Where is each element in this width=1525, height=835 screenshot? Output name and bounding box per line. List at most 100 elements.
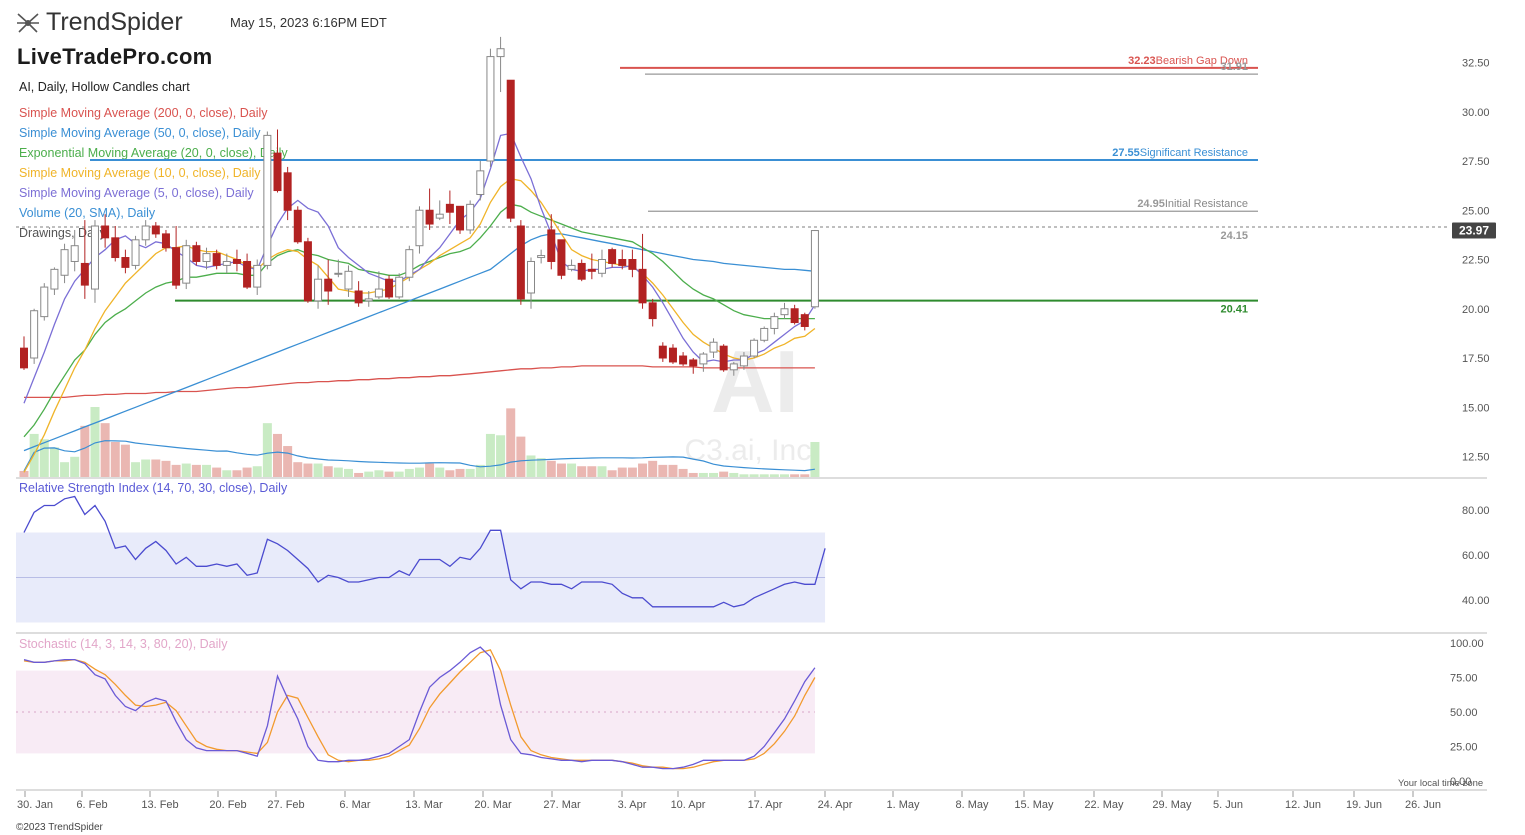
volume-bar bbox=[709, 472, 719, 477]
volume-bar bbox=[729, 472, 739, 477]
candle-body bbox=[516, 225, 525, 300]
volume-bar bbox=[506, 408, 516, 477]
volume-bar bbox=[769, 474, 779, 477]
candle-body bbox=[70, 245, 79, 262]
x-tick-label: 8. May bbox=[955, 799, 989, 811]
volume-bar bbox=[161, 460, 171, 477]
volume-bar bbox=[475, 464, 485, 477]
volume-bar bbox=[668, 464, 678, 477]
candle-body bbox=[222, 260, 231, 266]
volume-bar bbox=[100, 423, 110, 477]
candle-body bbox=[161, 233, 170, 249]
stochastic-y-tick-label: 50.00 bbox=[1450, 707, 1478, 719]
volume-bar bbox=[638, 463, 648, 477]
candle-body bbox=[202, 253, 211, 262]
volume-bar bbox=[343, 468, 353, 477]
volume-bar bbox=[242, 467, 252, 477]
volume-bar bbox=[516, 436, 526, 477]
volume-bar bbox=[171, 464, 181, 477]
volume-bar bbox=[536, 458, 546, 477]
candle-body bbox=[212, 253, 221, 266]
rsi-y-tick-label: 60.00 bbox=[1462, 550, 1490, 562]
level-label: 24.95Initial Resistance bbox=[1137, 198, 1248, 210]
volume-bar bbox=[273, 433, 282, 477]
legend-item: Volume (20, SMA), Daily bbox=[19, 206, 156, 220]
volume-bar bbox=[526, 455, 536, 477]
stochastic-y-tick-label: 75.00 bbox=[1450, 673, 1478, 685]
x-tick-label: 29. May bbox=[1152, 799, 1192, 811]
y-tick-label: 12.50 bbox=[1462, 452, 1490, 464]
candle-body bbox=[293, 209, 302, 243]
candle-body bbox=[131, 239, 140, 266]
volume-bar bbox=[80, 425, 90, 477]
candle-body bbox=[618, 259, 627, 266]
sma200-line bbox=[24, 365, 815, 399]
candle-body bbox=[527, 260, 535, 294]
volume-bar bbox=[445, 470, 455, 477]
volume-bar bbox=[354, 472, 364, 477]
candle-body bbox=[689, 359, 698, 367]
x-tick-label: 13. Mar bbox=[405, 799, 443, 811]
candle-body bbox=[760, 327, 769, 341]
volume-bar bbox=[739, 474, 749, 477]
volume-bar bbox=[749, 474, 759, 477]
volume-bar bbox=[698, 472, 708, 477]
x-tick-label: 13. Feb bbox=[141, 799, 178, 811]
volume-bar bbox=[60, 462, 70, 477]
candle-body bbox=[699, 353, 708, 365]
volume-bar bbox=[110, 442, 120, 477]
candle-body bbox=[547, 229, 556, 262]
candle-body bbox=[354, 290, 363, 304]
volume-bar bbox=[293, 462, 303, 477]
chart-description: AI, Daily, Hollow Candles chart bbox=[19, 80, 190, 94]
candle-body bbox=[121, 257, 130, 268]
x-tick-label: 6. Feb bbox=[76, 799, 107, 811]
candle-body bbox=[385, 278, 394, 298]
candle-body bbox=[557, 239, 566, 276]
candle-body bbox=[50, 268, 59, 290]
x-tick-label: 22. May bbox=[1084, 799, 1124, 811]
x-tick-label: 3. Apr bbox=[618, 799, 647, 811]
x-tick-label: 6. Mar bbox=[339, 799, 371, 811]
x-tick-label: 10. Apr bbox=[671, 799, 706, 811]
volume-bar bbox=[780, 474, 789, 477]
candle-body bbox=[90, 225, 99, 290]
volume-bar bbox=[120, 444, 130, 477]
volume-bar bbox=[435, 467, 445, 477]
candle-body bbox=[810, 230, 819, 308]
candle-body bbox=[597, 259, 606, 274]
candle-body bbox=[273, 152, 282, 192]
candle-body bbox=[790, 308, 799, 324]
level-label: 32.23Bearish Gap Down bbox=[1128, 55, 1248, 67]
rsi-y-tick-label: 40.00 bbox=[1462, 595, 1490, 607]
candle-body bbox=[80, 262, 89, 286]
candle-body bbox=[324, 278, 333, 292]
x-tick-label: 30. Jan bbox=[17, 799, 53, 811]
volume-bar bbox=[496, 435, 506, 477]
volume-bar bbox=[202, 464, 212, 477]
legend-item: Simple Moving Average (10, 0, close), Da… bbox=[19, 166, 261, 180]
level-label: 31.91 bbox=[1220, 61, 1248, 73]
candle-body bbox=[445, 203, 454, 213]
x-tick-label: 15. May bbox=[1014, 799, 1054, 811]
candle-body bbox=[658, 345, 667, 359]
x-tick-label: 17. Apr bbox=[748, 799, 783, 811]
level-label: 24.15 bbox=[1220, 230, 1248, 242]
volume-bar bbox=[678, 468, 688, 477]
level-label: 20.41 bbox=[1220, 304, 1248, 316]
candle-body bbox=[232, 259, 241, 264]
candle-body bbox=[638, 268, 647, 304]
candle-body bbox=[40, 286, 49, 318]
volume-bar bbox=[70, 456, 80, 477]
stochastic-d-line bbox=[23, 649, 816, 770]
volume-bar bbox=[658, 464, 668, 477]
candle-body bbox=[719, 345, 728, 371]
x-tick-label: 27. Feb bbox=[267, 799, 304, 811]
candle-body bbox=[537, 255, 546, 259]
candle-body bbox=[30, 310, 39, 359]
candle-body bbox=[172, 247, 181, 286]
candle-body bbox=[608, 249, 617, 264]
candle-body bbox=[577, 262, 586, 280]
volume-bar bbox=[465, 468, 475, 477]
